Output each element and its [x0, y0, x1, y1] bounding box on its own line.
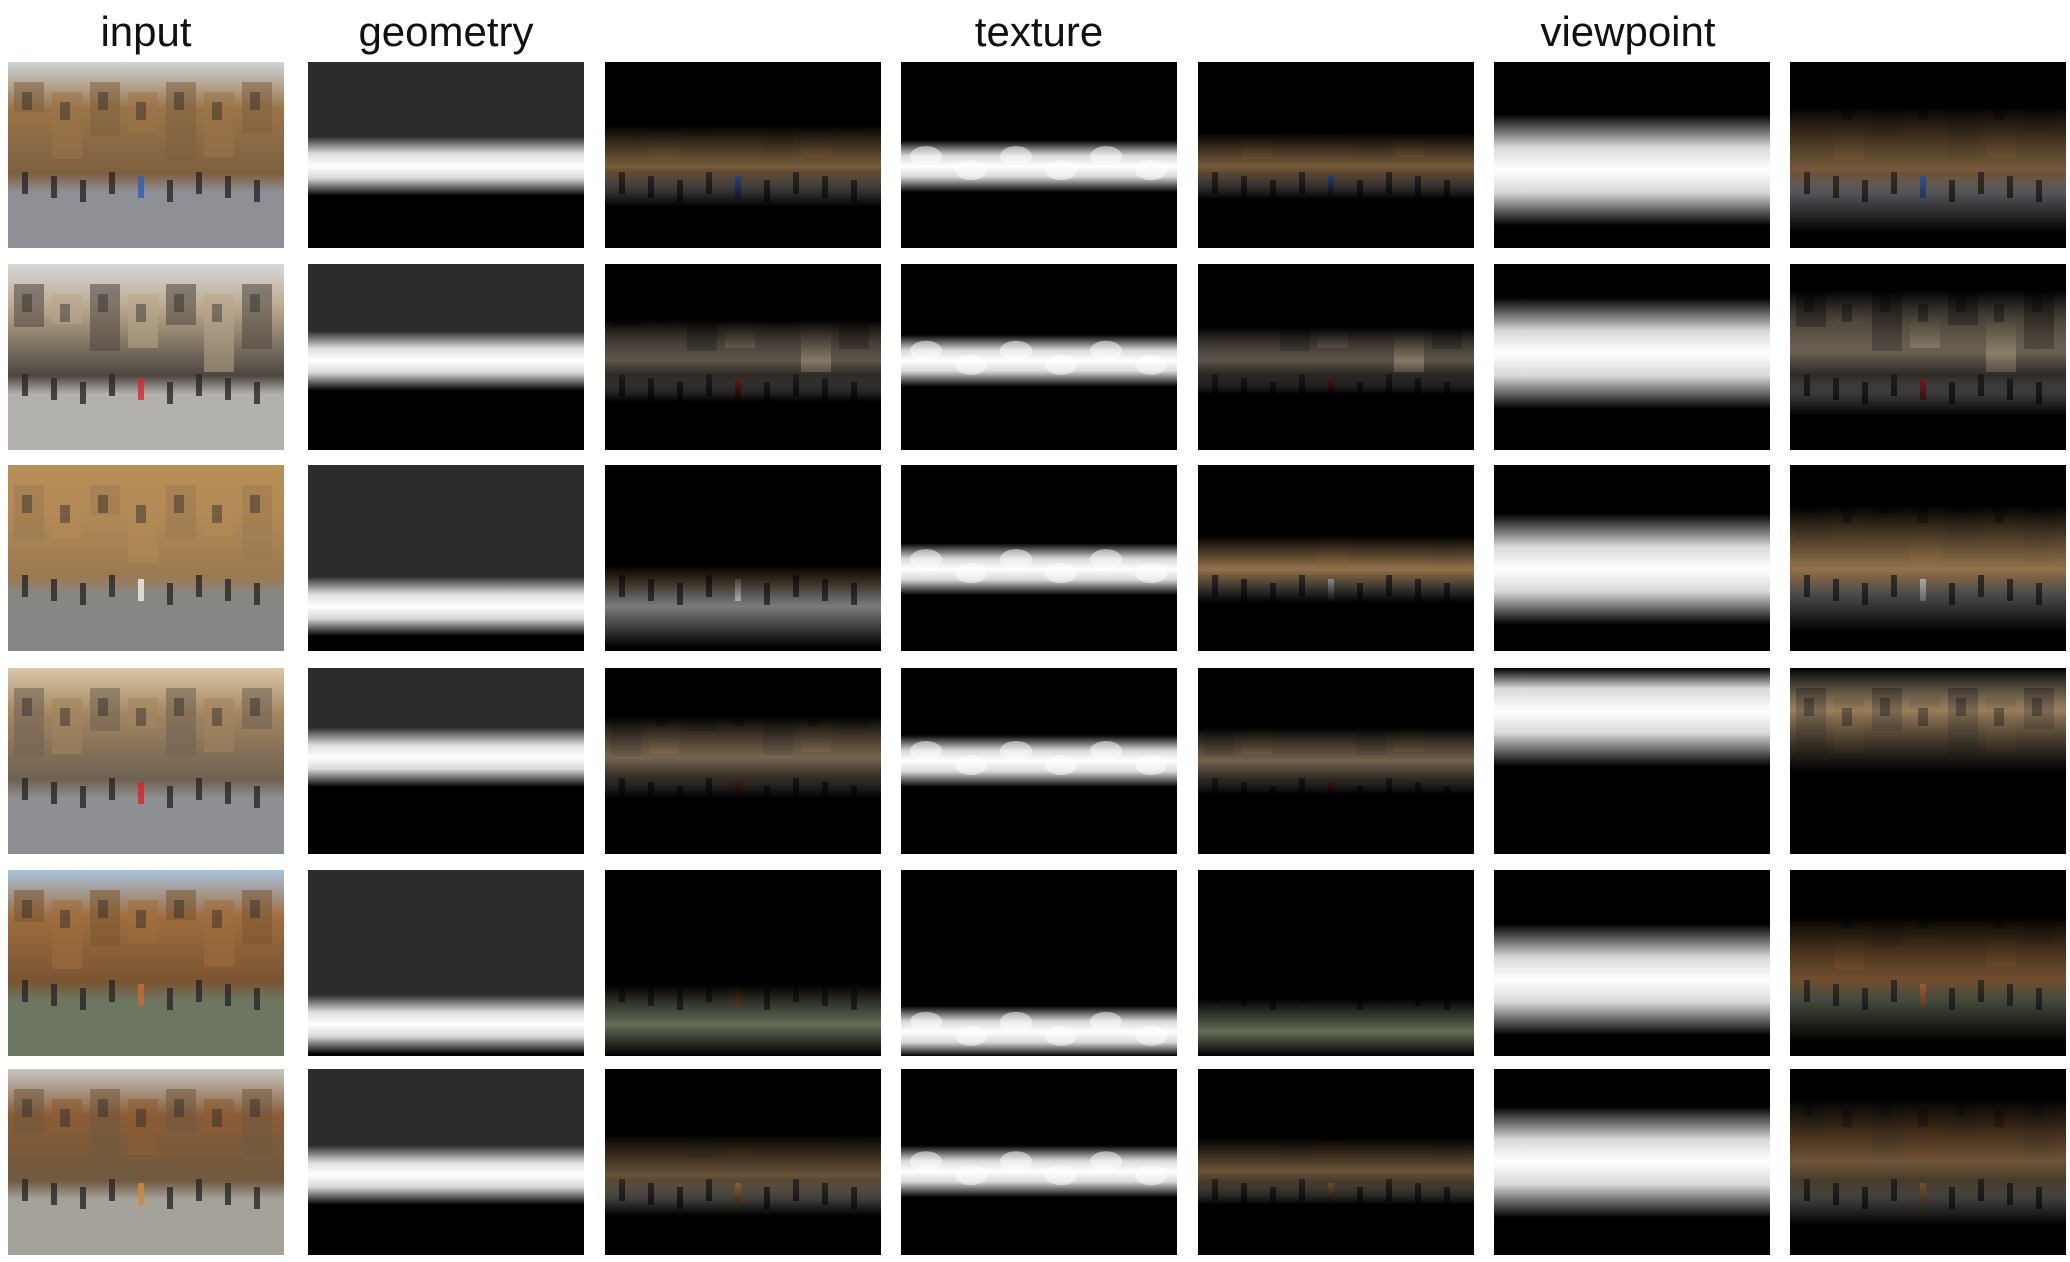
cell-r4-input — [8, 668, 284, 854]
cell-r5-input — [8, 870, 284, 1056]
cell-r1-geometry-map — [308, 62, 584, 248]
cell-r1-viewpoint-map — [1494, 62, 1770, 248]
cell-r3-input — [8, 465, 284, 651]
cell-r1-geometry-masked — [605, 62, 881, 248]
cell-r5-texture-map — [901, 870, 1177, 1056]
cell-r1-texture-map — [901, 62, 1177, 248]
header-texture: texture — [974, 8, 1104, 55]
cell-r2-texture-map — [901, 264, 1177, 450]
cell-r6-geometry-masked — [605, 1069, 881, 1255]
cell-r2-texture-masked — [1198, 264, 1474, 450]
cell-r1-viewpoint-masked — [1790, 62, 2066, 248]
cell-r6-viewpoint-map — [1494, 1069, 1770, 1255]
cell-r3-geometry-masked — [605, 465, 881, 651]
header-geometry: geometry — [358, 8, 534, 55]
cell-r4-geometry-map — [308, 668, 584, 854]
cell-r5-viewpoint-masked — [1790, 870, 2066, 1056]
cell-r5-geometry-map — [308, 870, 584, 1056]
cell-r5-geometry-masked — [605, 870, 881, 1056]
cell-r2-geometry-masked — [605, 264, 881, 450]
header-input: input — [100, 8, 192, 55]
cell-r6-viewpoint-masked — [1790, 1069, 2066, 1255]
cell-r6-geometry-map — [308, 1069, 584, 1255]
cell-r2-geometry-map — [308, 264, 584, 450]
cell-r4-viewpoint-map — [1494, 668, 1770, 854]
cell-r3-texture-masked — [1198, 465, 1474, 651]
cell-r4-texture-masked — [1198, 668, 1474, 854]
cell-r6-texture-map — [901, 1069, 1177, 1255]
cell-r2-viewpoint-masked — [1790, 264, 2066, 450]
cell-r5-viewpoint-map — [1494, 870, 1770, 1056]
cell-r4-texture-map — [901, 668, 1177, 854]
cell-r2-input — [8, 264, 284, 450]
cell-r3-geometry-map — [308, 465, 584, 651]
cell-r4-geometry-masked — [605, 668, 881, 854]
cell-r6-texture-masked — [1198, 1069, 1474, 1255]
cell-r3-viewpoint-map — [1494, 465, 1770, 651]
cell-r2-viewpoint-map — [1494, 264, 1770, 450]
cell-r6-input — [8, 1069, 284, 1255]
cell-r4-viewpoint-masked — [1790, 668, 2066, 854]
cell-r5-texture-masked — [1198, 870, 1474, 1056]
cell-r1-input — [8, 62, 284, 248]
cell-r1-texture-masked — [1198, 62, 1474, 248]
cell-r3-viewpoint-masked — [1790, 465, 2066, 651]
cell-r3-texture-map — [901, 465, 1177, 651]
header-viewpoint: viewpoint — [1540, 8, 1716, 55]
